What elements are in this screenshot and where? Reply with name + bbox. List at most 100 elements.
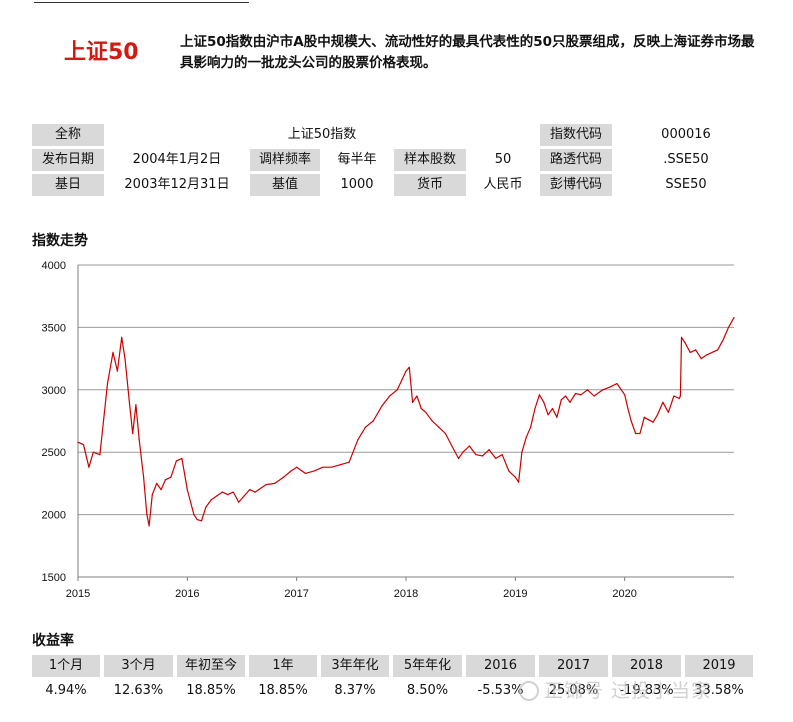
data-point xyxy=(680,336,683,338)
data-point xyxy=(290,470,292,472)
data-point xyxy=(648,419,650,421)
index-title: 上证50 xyxy=(64,40,139,65)
data-point xyxy=(135,404,137,406)
returns-header: 1年 xyxy=(249,655,317,677)
y-tick-label: 2500 xyxy=(42,447,66,459)
data-point xyxy=(662,401,664,403)
data-point xyxy=(151,494,153,496)
chart-section-title: 指数走势 xyxy=(32,233,88,249)
data-point xyxy=(431,420,433,422)
x-tick-label: 2018 xyxy=(394,588,418,600)
data-point xyxy=(706,354,708,356)
data-point xyxy=(193,514,195,516)
data-point xyxy=(296,466,298,468)
data-point xyxy=(210,499,212,501)
data-point xyxy=(722,339,724,341)
returns-value: 8.37% xyxy=(334,683,376,698)
x-tick-label: 2015 xyxy=(66,588,90,600)
data-point xyxy=(132,432,134,435)
data-point xyxy=(232,491,234,493)
returns-value: -5.53% xyxy=(477,683,524,698)
reuters-value: .SSE50 xyxy=(663,152,709,167)
full-name-label: 全称 xyxy=(32,124,104,146)
data-point xyxy=(160,489,162,491)
data-point xyxy=(146,514,148,516)
data-point xyxy=(525,436,527,438)
watermark: 正锦号 过投小当家 xyxy=(544,680,712,702)
data-point xyxy=(143,476,145,478)
returns-value: 18.85% xyxy=(186,683,236,698)
data-point xyxy=(416,395,418,397)
data-point xyxy=(569,401,571,403)
data-point xyxy=(457,457,460,460)
data-point xyxy=(462,451,464,453)
release-date-label: 发布日期 xyxy=(32,149,104,171)
data-point xyxy=(243,495,245,497)
returns-header: 2019 xyxy=(685,655,753,677)
data-point xyxy=(420,407,422,410)
x-tick-label: 2020 xyxy=(612,588,636,600)
data-point xyxy=(580,394,582,396)
data-point xyxy=(372,420,374,422)
y-axis-ticks: 1500 2000 2500 3000 3500 4000 xyxy=(42,260,66,584)
data-point xyxy=(364,426,367,428)
watermark-logo-icon xyxy=(519,681,539,701)
index-description: 上证50指数由沪市A股中规模大、流动性好的最具代表性的50只股票组成，反映上海证… xyxy=(180,34,755,71)
full-name-value: 上证50指数 xyxy=(287,127,357,142)
data-point xyxy=(593,395,595,397)
data-point xyxy=(425,411,427,413)
returns-value: 12.63% xyxy=(113,683,164,698)
data-point xyxy=(112,351,114,353)
data-point xyxy=(389,395,391,397)
data-point xyxy=(501,454,503,456)
data-point xyxy=(733,316,735,319)
data-point xyxy=(616,382,618,385)
data-point xyxy=(348,461,350,463)
data-point xyxy=(727,326,730,328)
y-tick-label: 1500 xyxy=(42,572,66,584)
index-code-value: 000016 xyxy=(661,127,711,142)
data-point xyxy=(411,401,414,403)
data-point xyxy=(227,494,229,496)
y-tick-label: 2000 xyxy=(42,510,66,522)
data-point xyxy=(259,487,262,489)
data-point xyxy=(643,416,645,418)
data-point xyxy=(624,394,626,396)
x-tick-label: 2019 xyxy=(503,588,527,600)
data-point xyxy=(488,449,490,451)
data-point xyxy=(249,489,251,491)
data-point xyxy=(175,460,177,462)
data-point xyxy=(711,351,713,353)
data-point xyxy=(717,349,719,351)
x-tick-label: 2016 xyxy=(175,588,199,600)
data-point xyxy=(381,405,383,407)
data-point xyxy=(156,482,158,484)
base-date-value: 2003年12月31日 xyxy=(124,177,230,192)
y-tick-label: 4000 xyxy=(42,260,66,272)
base-value-value: 1000 xyxy=(340,177,374,192)
data-point xyxy=(547,414,549,416)
data-point xyxy=(586,389,589,391)
data-point xyxy=(282,476,285,478)
data-point xyxy=(106,382,109,385)
rebalance-value: 每半年 xyxy=(337,152,377,167)
data-point xyxy=(574,392,577,395)
data-point xyxy=(560,399,562,401)
data-point xyxy=(684,341,686,343)
data-point xyxy=(92,451,94,453)
data-point xyxy=(508,470,510,472)
bloomberg-value: SSE50 xyxy=(665,177,707,192)
returns-header: 3年年化 xyxy=(321,655,389,677)
returns-value: 33.58% xyxy=(694,683,744,698)
data-point xyxy=(608,386,610,388)
rebalance-label: 调样频率 xyxy=(250,149,320,171)
x-axis-ticks: 2015 2016 2017 2018 2019 2020 xyxy=(66,577,637,600)
data-point xyxy=(565,395,567,397)
data-point xyxy=(238,501,240,503)
returns-value: 4.94% xyxy=(45,683,87,698)
returns-header: 2016 xyxy=(466,655,535,677)
x-tick-label: 2017 xyxy=(284,588,308,600)
index-code-label: 指数代码 xyxy=(540,124,612,146)
data-point xyxy=(444,432,446,435)
returns-value: 18.85% xyxy=(258,683,308,698)
